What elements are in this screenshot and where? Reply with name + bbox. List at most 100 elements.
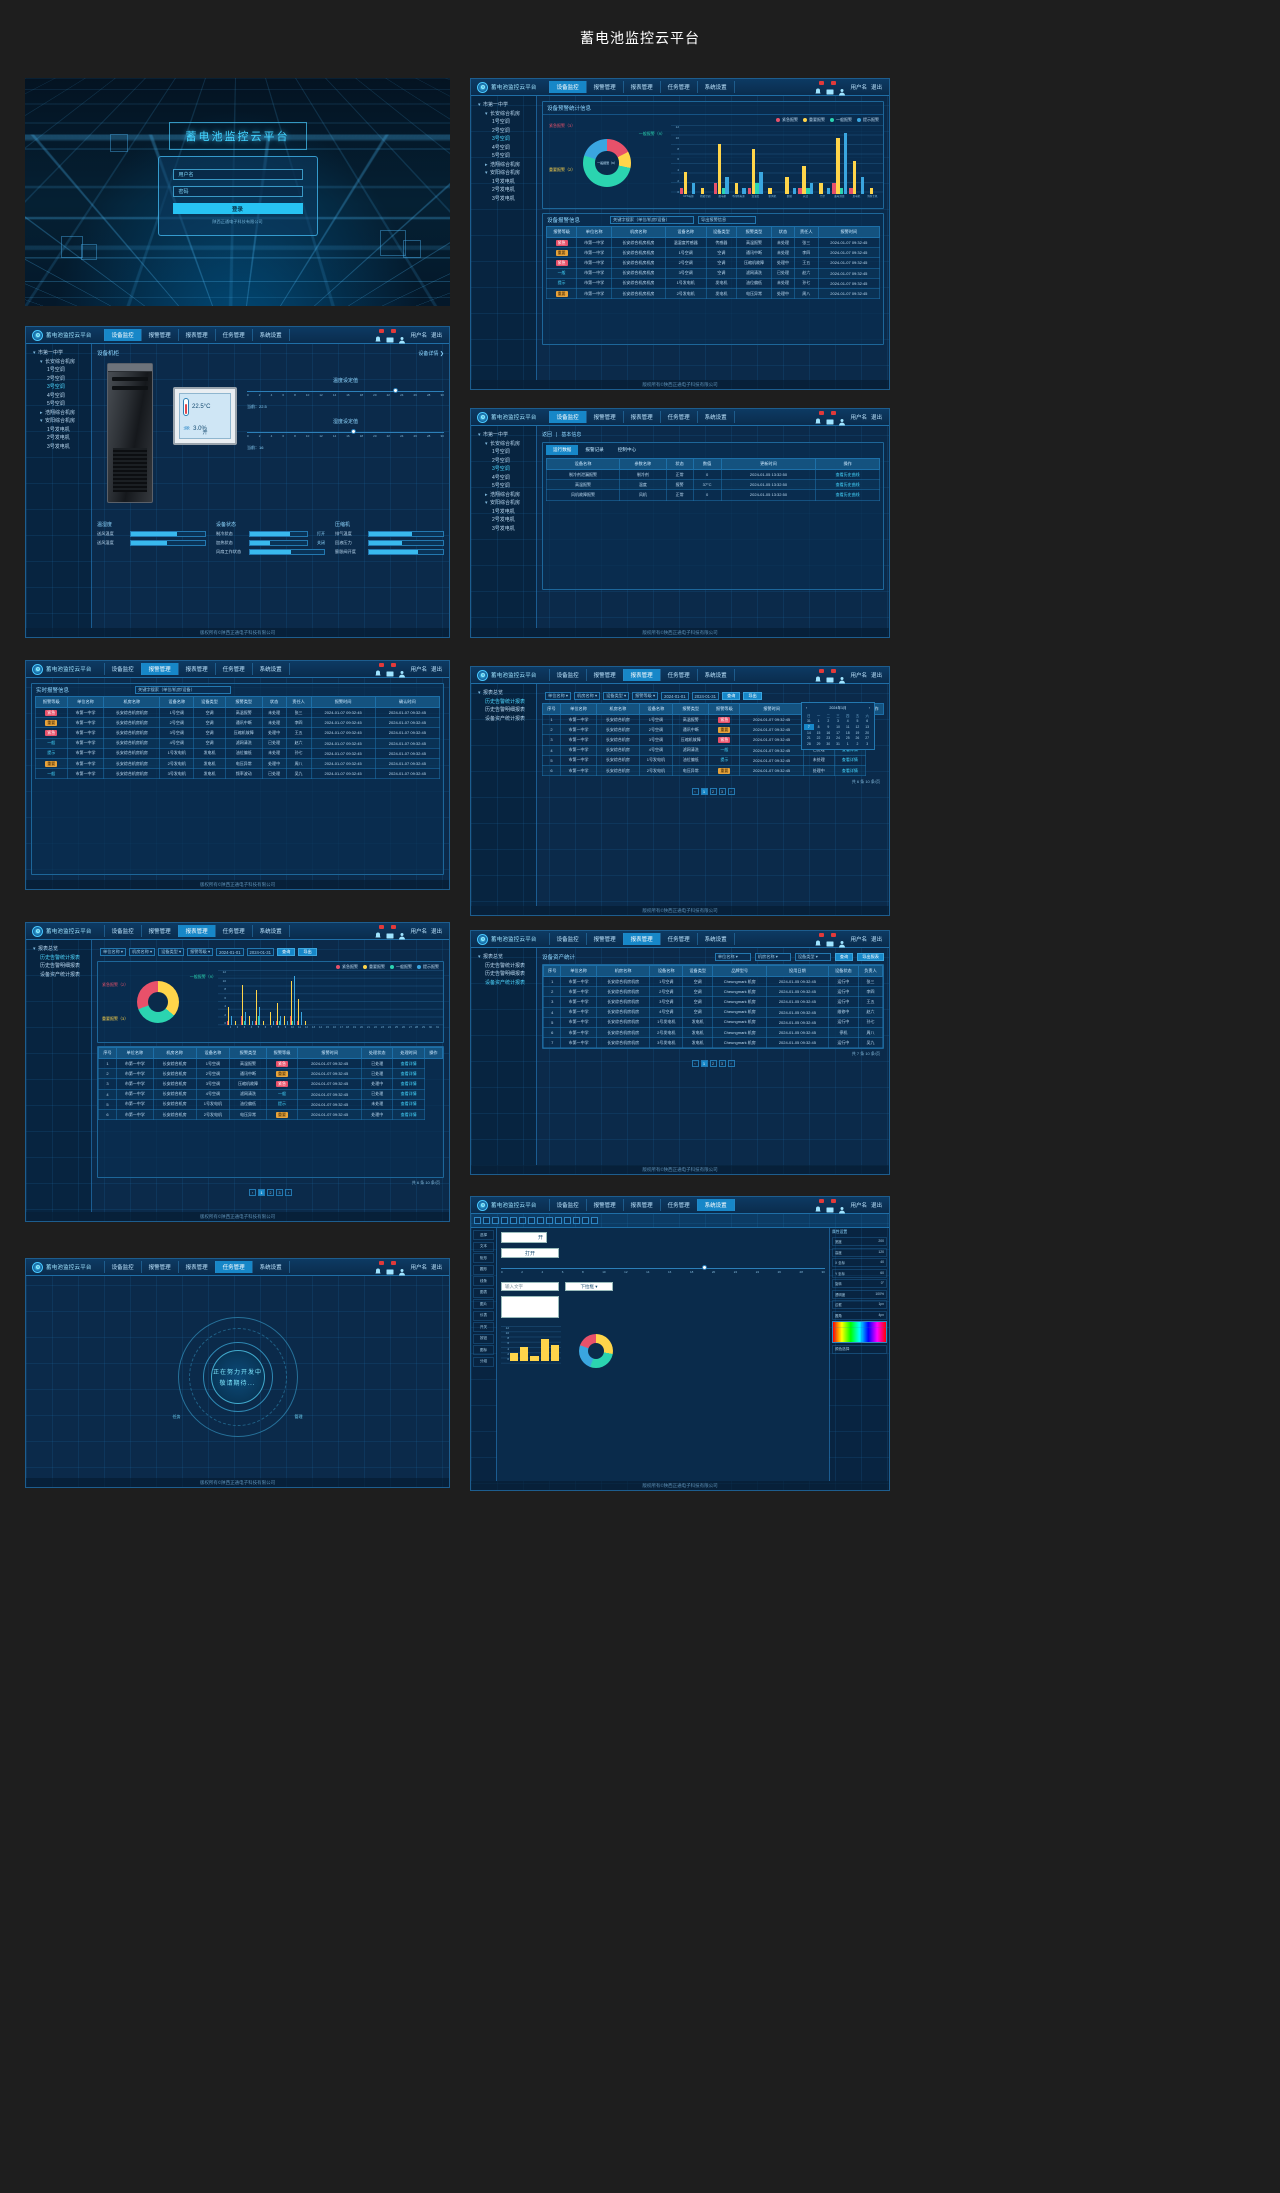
row-action-link[interactable]: 查看详情 [400, 1070, 417, 1076]
table-row[interactable]: 重要 市第一中学 长安综合机房机房 2号发电机 发电机 电压异常 处理中 周八 2024-01-… [545, 287, 881, 300]
pager-page-1[interactable]: 1 [258, 1189, 265, 1196]
tree-group-1[interactable]: ▸ 浩翔综合机房 [40, 409, 76, 416]
report-menu-root[interactable]: ▾ 报表总览 [33, 946, 59, 952]
calendar-day[interactable]: 9 [827, 724, 830, 729]
logout-button[interactable]: 退出 [870, 415, 882, 421]
tab-system-settings[interactable]: 系统设置 [251, 925, 290, 937]
username-input[interactable]: 用户名 [172, 169, 303, 180]
tree-group-0[interactable]: ▾ 长安综合机房 [485, 440, 521, 447]
table-row[interactable]: 高温报警 温度 报警 37°C 2024-01-05 13:32:50 查看历史曲线 [545, 479, 880, 491]
asset-filter-room[interactable]: 机房名称 ▾ [754, 953, 791, 961]
tab-device-monitor[interactable]: 设备监控 [548, 411, 586, 423]
tree-item-gen3[interactable]: 3号发电机 [47, 443, 70, 450]
tab-task-management[interactable]: 任务管理 [214, 663, 252, 675]
logout-button[interactable]: 退出 [430, 667, 442, 673]
humidity-slider[interactable]: 0 2 4 6 8 10 12 14 16 18 20 22 24 26 28 30 [247, 428, 444, 438]
table-row[interactable]: 一般 市第一中学 长安综合机房机房 4号空调 空调 滤网清洗 已处理 赵六 2024-01-07… [35, 737, 441, 749]
logout-button[interactable]: 退出 [870, 937, 882, 943]
property-row[interactable]: 宽度 200 [832, 1237, 887, 1246]
calendar-day[interactable]: 6 [866, 719, 869, 724]
calendar-day[interactable]: 20 [865, 730, 870, 735]
filter-control[interactable]: 2024-01-01 [216, 948, 244, 956]
pager-prev[interactable]: ‹ [691, 788, 699, 796]
tab-system-settings[interactable]: 系统设置 [251, 1261, 290, 1273]
tree-item-ac1[interactable]: 1号空调 [47, 367, 65, 373]
tree-root[interactable]: ▾ 市第一中学 [478, 102, 509, 108]
pager-next[interactable]: › [285, 1189, 292, 1196]
calendar-day[interactable]: 13 [865, 724, 870, 729]
tree-item-ac5[interactable]: 5号空调 [492, 153, 510, 159]
breadcrumb-back[interactable]: 返回 [542, 432, 553, 438]
table-row[interactable]: 6 市第一中学 长安综合机房 2号发电机 电压异常 重要 2024-01-07 09:32:… [97, 1108, 443, 1121]
tree-item-ac3[interactable]: 3号空调 [492, 136, 510, 142]
message-icon[interactable] [826, 669, 837, 683]
table-row[interactable]: 5 市第一中学 长安综合机房 1号发电机 油位偏低 提示 2024-01-07 09:32:… [542, 754, 884, 766]
pager-page-3[interactable]: 3 [276, 1189, 283, 1196]
asset-filter-unit[interactable]: 单位名称 ▾ [714, 953, 751, 961]
table-row[interactable]: 1 市第一中学 长安综合机房机房 1号空调 空调 Cheungmark 机房 2024-01… [542, 975, 883, 988]
message-icon[interactable] [826, 81, 837, 95]
property-row[interactable]: 旋转 0° [832, 1279, 887, 1288]
table-row[interactable]: 4 市第一中学 长安综合机房 4号空调 滤网清洗 一般 2024-01-07 09:32:4… [97, 1088, 443, 1100]
subtab-control-center[interactable]: 控制中心 [617, 447, 637, 452]
report-menu-item-2[interactable]: 设备资产统计报表 [485, 715, 526, 722]
report-menu-item-1[interactable]: 历史告警明细报表 [40, 963, 81, 969]
filter-control[interactable]: 2024-01-31 [691, 692, 719, 700]
control-bar[interactable] [368, 549, 444, 555]
report-menu-item-2[interactable]: 设备资产统计报表 [40, 971, 81, 978]
editor-palette-item[interactable]: 矩形 [473, 1253, 494, 1263]
editor-tool-icon[interactable] [591, 1217, 598, 1224]
message-icon[interactable] [386, 925, 397, 939]
calendar-day[interactable]: 17 [836, 730, 840, 735]
tab-task-management[interactable]: 任务管理 [659, 669, 697, 681]
bell-icon[interactable] [814, 1199, 825, 1212]
pager-next[interactable]: › [727, 788, 735, 796]
tree-group-2[interactable]: ▾ 安阳综合机房 [485, 170, 521, 176]
calendar-day[interactable]: 30 [826, 741, 831, 746]
asset-filter-type[interactable]: 设备类型 ▾ [794, 953, 831, 961]
row-action-link[interactable]: 查看详情 [841, 747, 858, 753]
editor-tool-icon[interactable] [492, 1217, 499, 1224]
user-icon[interactable] [398, 1263, 406, 1276]
table-row[interactable]: 1 市第一中学 长安综合机房 1号空调 高温报警 紧急 2024-01-07 09:32:4… [97, 1057, 443, 1070]
toolbar-button[interactable]: 查询 [276, 948, 296, 956]
tab-task-management[interactable]: 任务管理 [214, 1261, 252, 1273]
calendar-day[interactable]: 1 [817, 719, 820, 724]
table-row[interactable]: 紧急 市第一中学 长安综合机房机房 1号空调 空调 高温报警 未处理 张三 2024-01-07… [35, 706, 441, 719]
pager-prev[interactable]: ‹ [691, 1060, 699, 1068]
tab-system-settings[interactable]: 系统设置 [696, 1199, 735, 1211]
calendar-day[interactable]: 3 [866, 741, 869, 746]
report-menu-item-0[interactable]: 历史告警统计报表 [485, 962, 526, 969]
calendar-day[interactable]: 31 [836, 741, 840, 746]
tab-report-management[interactable]: 报表管理 [622, 81, 660, 93]
user-icon[interactable] [838, 413, 846, 426]
calendar-day[interactable]: 11 [845, 724, 850, 729]
editor-tool-icon[interactable] [564, 1217, 571, 1224]
logout-button[interactable]: 退出 [430, 929, 442, 935]
tree-item-gen2[interactable]: 2号发电机 [47, 435, 70, 441]
bell-icon[interactable] [374, 329, 385, 342]
tab-report-management[interactable]: 报表管理 [177, 925, 215, 937]
table-row[interactable]: 重要 市第一中学 长安综合机房机房 1号空调 空调 通讯中断 未处理 李四 2024-01-07… [545, 247, 881, 259]
report-menu-item-1[interactable]: 历史告警明细报表 [485, 707, 526, 713]
temperature-slider-knob[interactable] [392, 388, 398, 393]
editor-palette-item[interactable]: 图片 [473, 1299, 494, 1309]
tree-item-ac1[interactable]: 1号空调 [492, 449, 510, 455]
canvas-textarea[interactable] [501, 1296, 559, 1318]
tree-item-ac2[interactable]: 2号空调 [47, 375, 65, 382]
tab-alarm-management[interactable]: 报警管理 [585, 81, 623, 93]
control-bar[interactable] [130, 540, 206, 546]
control-bar[interactable] [249, 549, 325, 555]
subtab-alarm-log[interactable]: 报警记录 [585, 447, 604, 452]
calendar-day[interactable]: 15 [816, 730, 821, 735]
control-bar[interactable] [249, 531, 308, 537]
table-row[interactable]: 制冷剂泄漏报警 制冷剂 正常 0 2024-01-05 13:32:50 查看历史曲线 [545, 468, 880, 481]
user-icon[interactable] [838, 935, 846, 948]
canvas-text-input[interactable]: 输入文字 [501, 1282, 559, 1291]
subtab-runtime-data[interactable]: 运行数据 [546, 445, 579, 455]
nav-username[interactable]: 用户名 [850, 673, 867, 679]
editor-tool-icon[interactable] [483, 1217, 490, 1224]
nav-username[interactable]: 用户名 [850, 937, 867, 943]
message-icon[interactable] [386, 329, 397, 343]
calendar-grid[interactable]: 日一二三四五六 31 1 2 3 4 5 6 7 8 9 10 11 12 13 14 15 16 17 18 19 20… [804, 712, 872, 747]
